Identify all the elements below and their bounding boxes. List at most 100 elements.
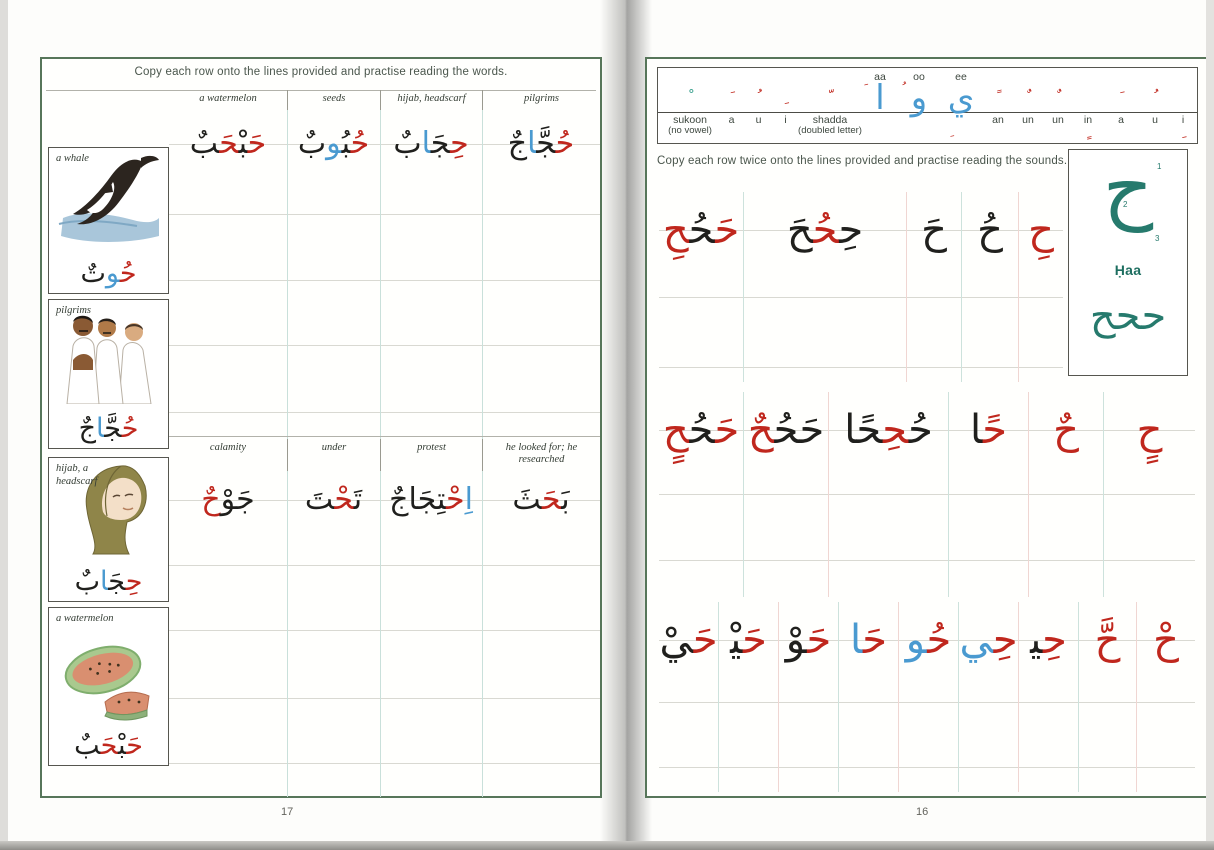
column-header: he looked for; he researched <box>482 439 600 471</box>
arabic-segment: ‍حٍ <box>662 407 689 453</box>
arabic-word-row: جَوْحٌ تَ‍‍حْ‍‍تَ اِحْ‍‍تِجَاجٌ بَ‍‍حَ‍‍ثَ <box>169 472 600 528</box>
arabic-segment: ‍و <box>326 126 342 161</box>
column-divider <box>482 90 483 436</box>
page-gutter-shadow <box>600 0 652 842</box>
whale-illustration <box>58 155 159 242</box>
chart-items: ْ sukoon (no vowel) َ a ُ u ِ i ّ shadda (doubl… <box>662 68 1195 143</box>
arabic-segment: ‍يْ <box>659 617 693 663</box>
chart-diacritic-symbol: ً <box>995 88 1001 106</box>
chart-diacritic-symbol: ِ <box>783 88 788 106</box>
arabic-segment: حِ‍ <box>125 566 143 597</box>
arabic-segment: ‍و <box>105 258 120 289</box>
chart-item-label: in <box>1083 114 1093 126</box>
chart-long-vowel-letter: و <box>910 78 928 118</box>
arabic-segment: حَ‍ <box>799 407 825 453</box>
practice-row-band-2: حَ‍‍حُ‍‍حٍ حَ‍‍حُ‍‍حٌ حُ‍‍حِ‍‍حًا حً‍‍ا حٌ حٍ <box>659 392 1195 597</box>
left-page-border: Copy each row onto the lines provided an… <box>40 57 602 798</box>
column-header: protest <box>380 439 482 471</box>
column-divider <box>482 437 483 797</box>
arabic-segment: حَ‍ <box>714 407 740 453</box>
writing-line <box>169 500 600 501</box>
arabic-segment: ‍ثَ <box>512 482 542 517</box>
photo-edge <box>0 0 8 850</box>
arabic-segment: حْ‍ <box>446 482 465 517</box>
arabic-segment: ‍تَ <box>304 482 335 517</box>
arabic-segment: ‍بُ‍ <box>341 126 351 161</box>
chart-long-vowel-letter: ي <box>947 78 975 118</box>
practice-row-band-3: حَ‍‍يْ حَ‍‍يْ‍حَ‍‍وْ حَ‍‍ا حُ‍‍و حِ‍‍ي حِ‍‍ي‍… <box>659 602 1195 792</box>
chart-diacritic-symbol: َ <box>1118 88 1124 106</box>
chart-diacritic-symbol: ٍ <box>1085 122 1091 140</box>
arabic-segment: بٌ <box>74 566 101 597</box>
arabic-segment: حُ‍ <box>119 258 137 289</box>
chart-diacritic-symbol: ُ <box>756 88 761 106</box>
arabic-segment: ‍حُ‍ <box>688 207 715 253</box>
practice-cell: حْ <box>1137 602 1195 792</box>
connected-form-haa: ححح <box>1089 293 1167 339</box>
chart-item-in: ٍ in <box>1073 68 1103 143</box>
practice-cell: حٌ <box>1029 392 1104 597</box>
arabic-segment: ‍جَ‍ <box>108 566 126 597</box>
practice-cell: حَ‍‍حُ‍‍حٍ <box>659 392 744 597</box>
card-arabic-word: حُ‍‍وتٌ <box>49 260 168 287</box>
arabic-segment: حً‍ <box>982 407 1007 453</box>
chart-diacritic-symbol: َ <box>729 88 734 106</box>
chart-item-label: aa <box>874 71 886 83</box>
practice-cell: حَ <box>907 192 962 382</box>
practice-cell: حٍ <box>1104 392 1195 597</box>
writing-line <box>169 345 600 346</box>
arabic-segment: حِ‍ <box>838 207 864 253</box>
arabic-segment: حَ‍ <box>714 207 740 253</box>
arabic-segment: حَ‍ <box>247 126 267 161</box>
arabic-segment: حٌ <box>201 482 221 517</box>
arabic-word-cell: بَ‍‍حَ‍‍ثَ <box>482 472 600 528</box>
chart-item-label: un <box>1052 114 1064 126</box>
column-header: pilgrims <box>482 90 600 110</box>
left-page-number: 17 <box>281 806 294 818</box>
right-page-instruction: Copy each row twice onto the lines provi… <box>657 155 1068 167</box>
arabic-segment: ‍بْ‍ <box>118 730 127 761</box>
arabic-segment: حِ‍ <box>1042 617 1067 663</box>
arabic-segment: ‍وْ <box>785 617 807 663</box>
arabic-segment: ‍حٌ <box>747 407 774 453</box>
arabic-word-cell: اِحْ‍‍تِجَاجٌ <box>380 472 482 528</box>
letter-name-label: Ḥaa <box>1114 262 1142 278</box>
column-header: calamity <box>209 442 247 453</box>
arabic-segment: حُ‍ <box>926 617 952 663</box>
arabic-segment: ‍حَ <box>786 207 813 253</box>
table-top-rule <box>46 90 596 91</box>
arabic-segment: حُ‍ <box>121 413 139 444</box>
chart-item-label: ee <box>955 71 967 83</box>
arabic-segment: ‍حَ‍ <box>541 482 562 517</box>
arabic-segment: حُ‍ <box>350 126 370 161</box>
arabic-segment: ‍ي <box>959 617 993 663</box>
arabic-segment: بٌ <box>297 126 327 161</box>
arabic-word-cell: حِ‍‍جَ‍‍ابٌ <box>380 116 482 172</box>
arabic-segment: ‍حُ‍ <box>688 407 715 453</box>
practice-cell: حَ‍‍وْ <box>779 602 839 792</box>
card-label: pilgrims <box>56 305 92 316</box>
chart-item-label: a <box>728 114 735 126</box>
writing-line <box>659 367 1063 368</box>
card-arabic-word: حَ‍‍بْ‍‍حَ‍‍بٌ <box>49 732 168 759</box>
practice-cells: حَ‍‍يْ حَ‍‍يْ‍حَ‍‍وْ حَ‍‍ا حُ‍‍و حِ‍‍ي حِ‍‍ي‍… <box>659 602 1195 792</box>
arabic-segment: ‍بٌ <box>74 730 101 761</box>
chart-item-label: a <box>1118 114 1124 126</box>
chart-item-i: ِ i <box>1171 68 1195 143</box>
picture-card-pilgrims: pilgrims حُ‍‍جَّ‍‍اجٌ <box>48 299 169 449</box>
chart-item-u: ُ u <box>1139 68 1171 143</box>
column-divider <box>287 437 288 797</box>
chart-item-a: َ a <box>718 68 745 143</box>
column-header: under <box>287 439 380 471</box>
book-bottom-shadow <box>0 841 1214 850</box>
chart-item-an: ً an <box>983 68 1013 143</box>
arabic-segment: ‍بٌ <box>189 126 220 161</box>
chart-diacritic-symbol: ّ <box>827 88 833 106</box>
writing-line <box>659 297 1063 298</box>
arabic-segment: ‍ا <box>96 413 105 444</box>
arabic-segment: حُ <box>977 207 1003 253</box>
arabic-segment: ‍جَّ‍ <box>104 413 122 444</box>
arabic-segment: حَّ <box>1094 617 1121 663</box>
arabic-segment: حَ‍ <box>862 617 887 663</box>
